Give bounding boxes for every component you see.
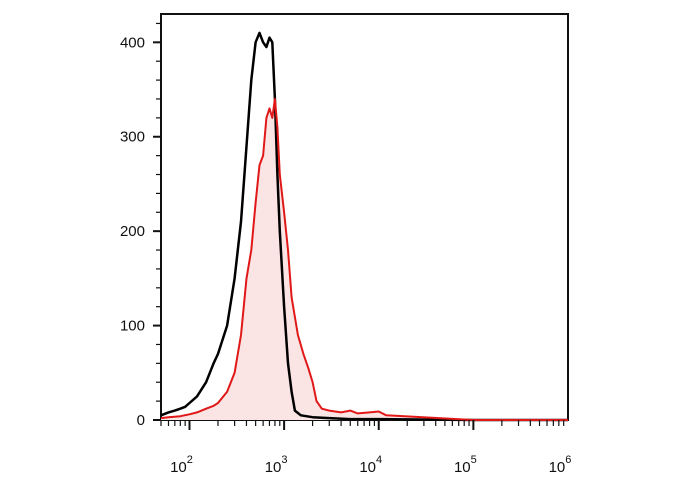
x-tick-exponent: 4 [376, 454, 382, 466]
y-tick-label: 400 [120, 34, 145, 51]
series-fill [161, 99, 568, 420]
y-tick-label: 0 [137, 412, 145, 429]
y-tick-label: 200 [120, 223, 145, 240]
x-tick-exponent: 3 [281, 454, 287, 466]
y-tick-label: 300 [120, 129, 145, 146]
x-tick-label: 105 [454, 454, 477, 476]
x-axis: 102 103 104 105 106 [160, 420, 572, 476]
series-layer [160, 31, 568, 422]
x-tick-label: 103 [265, 454, 288, 476]
x-tick-exponent: 6 [565, 454, 571, 466]
y-axis: 0 100 200 300 400 [120, 22, 161, 429]
x-tick-base: 10 [170, 459, 187, 476]
x-tick-label: 102 [170, 454, 193, 476]
x-tick-base: 10 [359, 459, 376, 476]
x-tick-base: 10 [454, 459, 471, 476]
x-tick-exponent: 5 [471, 454, 477, 466]
x-tick-label: 106 [549, 454, 572, 476]
x-tick-base: 10 [549, 459, 566, 476]
series-line [160, 98, 568, 421]
series-line [160, 31, 568, 422]
x-tick-exponent: 2 [187, 454, 193, 466]
y-tick-label: 100 [120, 318, 145, 335]
plot-frame [160, 13, 569, 421]
x-tick-base: 10 [265, 459, 282, 476]
x-tick-label: 104 [359, 454, 382, 476]
